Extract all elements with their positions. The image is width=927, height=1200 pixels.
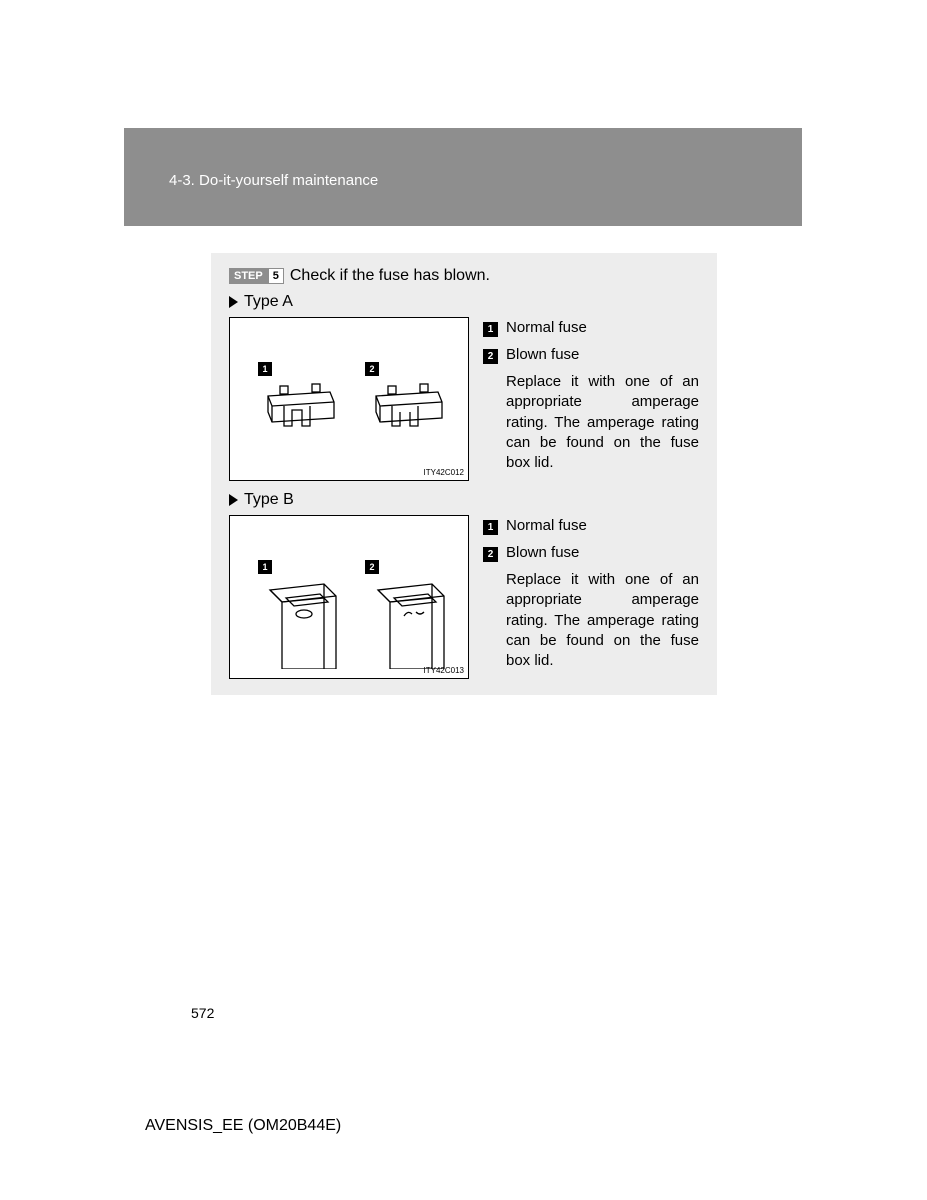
type-a-section: 1 2 (229, 317, 699, 481)
fuse-b-blown-icon (370, 574, 460, 669)
callout-num: 2 (483, 547, 498, 562)
triangle-icon (229, 494, 238, 506)
step-label: STEP (229, 268, 268, 284)
type-a-header: Type A (229, 293, 699, 311)
callout-row: 1 Normal fuse (483, 317, 699, 340)
type-b-figure: 1 2 (229, 515, 469, 679)
step-chip: STEP5 (229, 268, 284, 284)
callout-text: Normal fuse (506, 317, 587, 340)
header-band: 4-3. Do-it-yourself maintenance (124, 128, 802, 226)
figure-marker-2: 2 (365, 362, 379, 376)
header-section-text: 4-3. Do-it-yourself maintenance (169, 172, 378, 189)
fuse-b-normal-icon (262, 574, 352, 669)
callout-row: 1 Normal fuse (483, 515, 699, 538)
callout-row: 2 Blown fuse (483, 344, 699, 367)
type-a-fig-code: ITY42C012 (424, 468, 464, 477)
triangle-icon (229, 296, 238, 308)
content-box: STEP5 Check if the fuse has blown. Type … (211, 253, 717, 695)
type-b-header: Type B (229, 491, 699, 509)
figure-marker-1: 1 (258, 560, 272, 574)
type-a-replace-text: Replace it with one of an appropriate am… (506, 372, 699, 473)
type-a-figure: 1 2 (229, 317, 469, 481)
callout-text: Blown fuse (506, 344, 579, 367)
type-b-section: 1 2 (229, 515, 699, 679)
step-text: Check if the fuse has blown. (290, 267, 490, 285)
type-b-title: Type B (244, 491, 294, 509)
step-row: STEP5 Check if the fuse has blown. (229, 267, 699, 285)
type-b-callouts: 1 Normal fuse 2 Blown fuse Replace it wi… (483, 515, 699, 679)
type-a-title: Type A (244, 293, 293, 311)
figure-marker-1: 1 (258, 362, 272, 376)
type-a-callouts: 1 Normal fuse 2 Blown fuse Replace it wi… (483, 317, 699, 481)
type-b-fig-code: ITY42C013 (424, 666, 464, 675)
page: 4-3. Do-it-yourself maintenance STEP5 Ch… (0, 0, 927, 1200)
callout-num: 1 (483, 322, 498, 337)
callout-text: Blown fuse (506, 542, 579, 565)
step-number: 5 (268, 268, 284, 284)
type-b-replace-text: Replace it with one of an appropriate am… (506, 570, 699, 671)
callout-row: 2 Blown fuse (483, 542, 699, 565)
fuse-a-blown-icon (370, 382, 450, 452)
page-number: 572 (191, 1005, 214, 1021)
document-id: AVENSIS_EE (OM20B44E) (145, 1117, 341, 1135)
figure-marker-2: 2 (365, 560, 379, 574)
callout-text: Normal fuse (506, 515, 587, 538)
callout-num: 1 (483, 520, 498, 535)
fuse-a-normal-icon (262, 382, 342, 452)
callout-num: 2 (483, 349, 498, 364)
